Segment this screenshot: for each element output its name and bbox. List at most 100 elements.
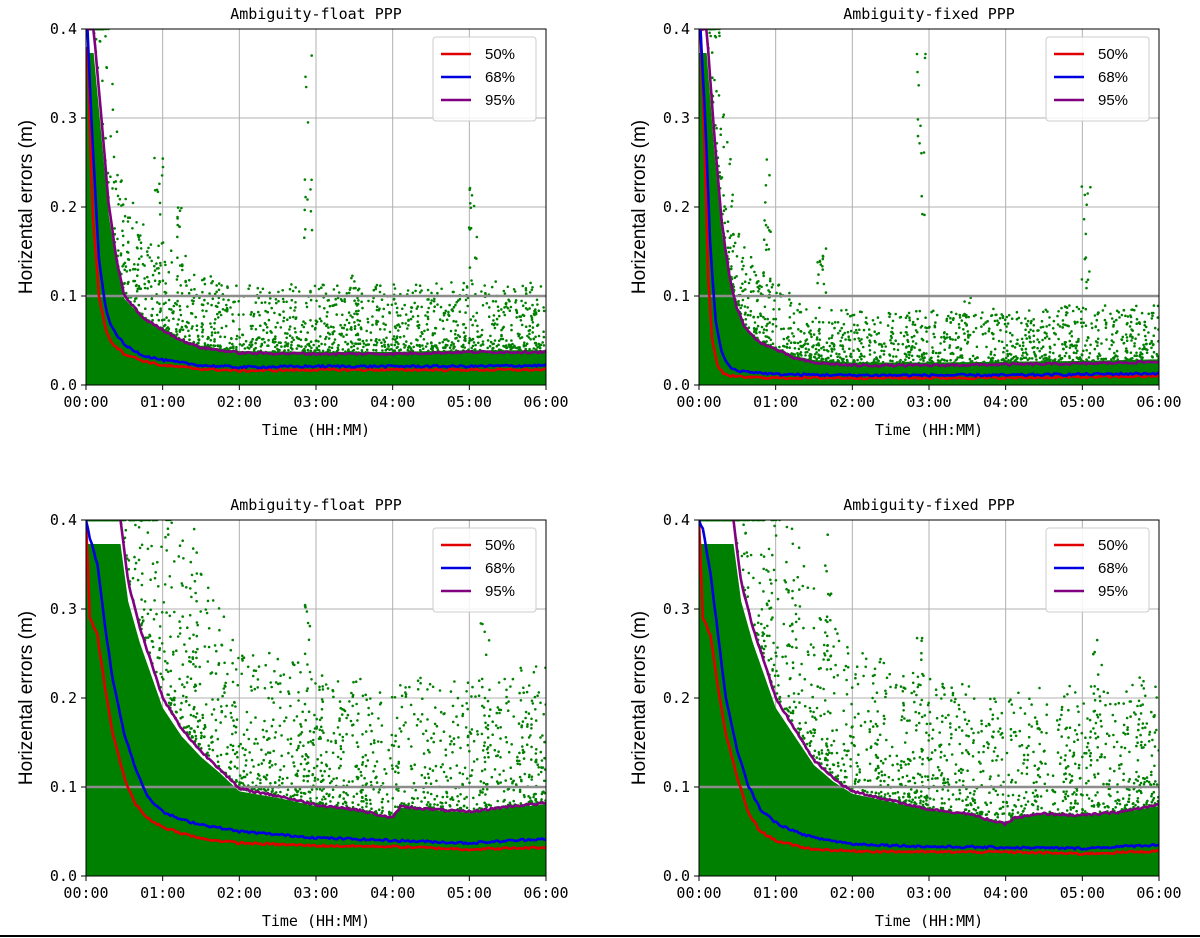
scatter-point xyxy=(882,349,886,353)
scatter-point xyxy=(294,306,297,309)
x-tick-label: 01:00 xyxy=(140,884,185,902)
scatter-point xyxy=(1028,340,1032,344)
scatter-point xyxy=(528,328,532,332)
scatter-point xyxy=(971,354,975,358)
scatter-point xyxy=(214,718,218,722)
scatter-point xyxy=(514,301,517,304)
scatter-point xyxy=(775,291,778,295)
scatter-point xyxy=(975,356,979,359)
scatter-point xyxy=(308,670,312,674)
scatter-point xyxy=(452,345,456,348)
scatter-point xyxy=(423,776,427,779)
scatter-point xyxy=(911,340,915,343)
scatter-point xyxy=(364,764,368,768)
scatter-point xyxy=(869,341,872,344)
scatter-point xyxy=(1124,314,1127,318)
scatter-point xyxy=(1022,356,1026,360)
scatter-point xyxy=(302,791,306,795)
scatter-point xyxy=(765,324,768,328)
scatter-spike-point xyxy=(966,330,970,333)
scatter-point xyxy=(339,323,342,327)
scatter-spike-point xyxy=(468,266,472,269)
scatter-point xyxy=(295,793,299,797)
scatter-point xyxy=(1021,341,1025,344)
scatter-point xyxy=(733,241,737,245)
scatter-point xyxy=(353,299,356,303)
scatter-point xyxy=(167,693,170,696)
y-tick-label: 0.2 xyxy=(50,198,77,216)
scatter-point xyxy=(772,317,775,321)
scatter-point xyxy=(489,708,492,711)
scatter-point xyxy=(379,284,382,288)
scatter-point xyxy=(294,330,297,334)
scatter-point xyxy=(121,243,125,247)
scatter-point xyxy=(220,326,224,330)
scatter-point xyxy=(469,774,472,778)
scatter-point xyxy=(489,340,493,344)
scatter-point xyxy=(312,343,316,347)
scatter-point xyxy=(1026,324,1029,328)
scatter-point xyxy=(805,338,809,341)
scatter-point xyxy=(336,801,340,805)
scatter-point xyxy=(464,311,467,314)
scatter-point xyxy=(137,257,141,261)
scatter-point xyxy=(911,345,914,348)
scatter-point xyxy=(1090,326,1094,330)
scatter-point xyxy=(140,543,144,547)
scatter-point xyxy=(299,722,302,726)
scatter-point xyxy=(315,764,319,768)
scatter-point xyxy=(1121,335,1125,339)
scatter-core xyxy=(86,544,546,876)
scatter-spike-point xyxy=(176,291,179,294)
scatter-point xyxy=(1150,317,1154,320)
scatter-point xyxy=(292,338,296,342)
panel-data-layer: 00:00 01:00 02:00 03:00 04:00 05:00 06:000.00.… xyxy=(663,20,1182,411)
scatter-spike-point xyxy=(526,723,529,726)
scatter-point xyxy=(150,259,153,263)
scatter-point xyxy=(175,278,179,281)
scatter-point xyxy=(356,318,360,322)
scatter-point xyxy=(342,750,345,754)
scatter-point xyxy=(1036,346,1039,350)
scatter-point xyxy=(325,315,329,318)
scatter-spike-point xyxy=(766,226,770,229)
scatter-point xyxy=(779,292,782,296)
scatter-point xyxy=(165,668,168,672)
scatter-point xyxy=(1126,315,1130,318)
scatter-point xyxy=(312,730,316,734)
scatter-point xyxy=(884,345,887,348)
y-axis-label: Horizental errors (m) xyxy=(16,611,37,785)
scatter-point xyxy=(219,313,223,317)
scatter-point xyxy=(1038,349,1041,353)
scatter-point xyxy=(1001,314,1005,318)
scatter-point xyxy=(1025,322,1028,326)
scatter-point xyxy=(304,322,307,325)
scatter-point xyxy=(726,220,730,223)
scatter-point xyxy=(222,298,225,301)
scatter-point xyxy=(860,338,863,341)
scatter-point xyxy=(356,342,360,346)
scatter-point xyxy=(1134,337,1137,341)
scatter-point xyxy=(907,311,911,315)
scatter-point xyxy=(814,352,817,356)
scatter-point xyxy=(1048,355,1051,359)
scatter-point xyxy=(768,279,772,283)
scatter-point xyxy=(920,324,924,328)
scatter-point xyxy=(365,339,368,342)
scatter-point xyxy=(1016,342,1019,346)
scatter-point xyxy=(432,740,436,744)
scatter-point xyxy=(361,806,364,809)
scatter-point xyxy=(137,284,141,288)
scatter-point xyxy=(1152,304,1156,307)
scatter-point xyxy=(985,345,988,349)
scatter-point xyxy=(192,299,195,303)
scatter-point xyxy=(302,779,306,782)
scatter-point xyxy=(1104,326,1108,330)
scatter-point xyxy=(206,660,210,663)
scatter-spike-point xyxy=(822,282,826,286)
scatter-point xyxy=(245,728,249,732)
scatter-point xyxy=(543,756,546,760)
scatter-point xyxy=(1062,347,1065,351)
scatter-point xyxy=(739,286,743,290)
scatter-point xyxy=(939,359,942,363)
